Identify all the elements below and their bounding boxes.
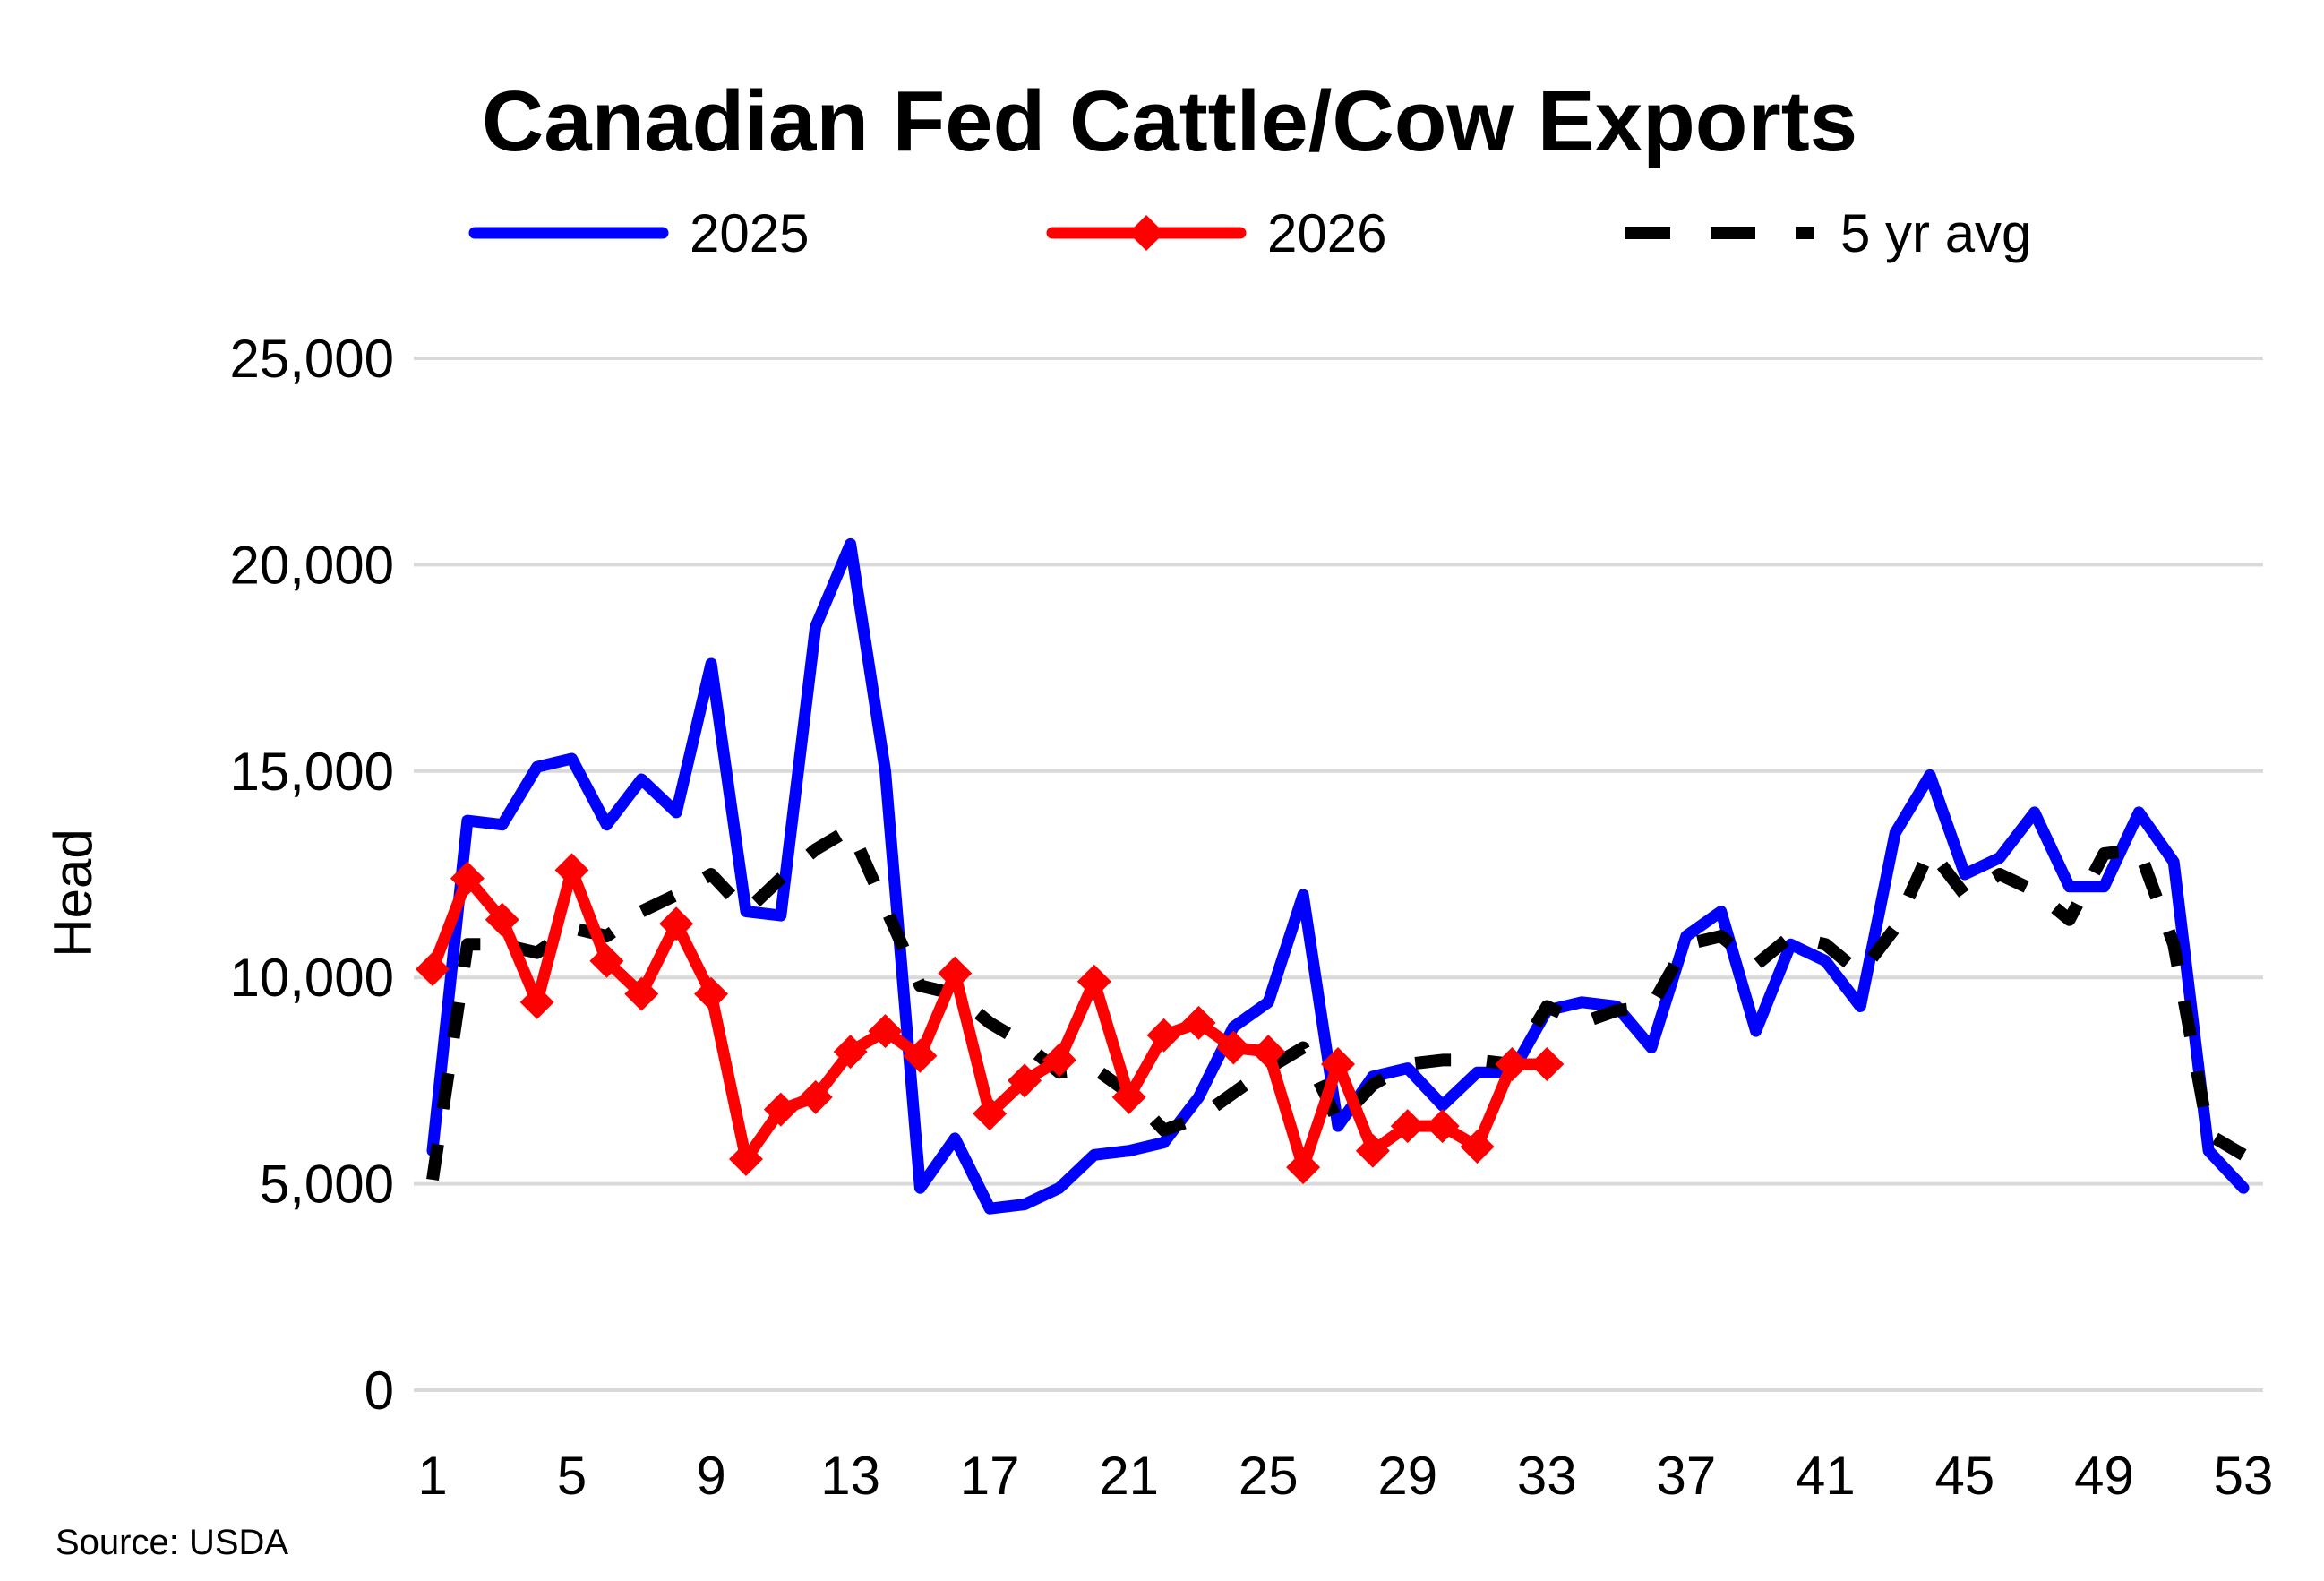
data-point-marker xyxy=(1008,1063,1042,1098)
data-point-marker xyxy=(1042,1043,1076,1078)
data-point-marker xyxy=(763,1092,798,1127)
y-tick-label: 10,000 xyxy=(229,948,394,1008)
x-tick-label: 1 xyxy=(417,1446,447,1506)
data-point-marker xyxy=(1355,1133,1390,1168)
y-tick-label: 25,000 xyxy=(229,329,394,389)
data-point-marker xyxy=(1286,1150,1321,1185)
data-point-marker xyxy=(798,1079,833,1114)
data-point-marker xyxy=(624,976,659,1011)
y-axis-label: Head xyxy=(43,829,103,957)
series-line xyxy=(426,537,2250,1215)
data-point-marker xyxy=(1495,1046,1530,1081)
source-note: Source: USDA xyxy=(56,1523,288,1562)
x-tick-label: 33 xyxy=(1517,1446,1577,1506)
series-2026 xyxy=(416,853,1565,1185)
series-2025 xyxy=(426,537,2250,1215)
x-tick-label: 9 xyxy=(696,1446,725,1506)
x-tick-label: 5 xyxy=(557,1446,587,1506)
x-tick-label: 45 xyxy=(1935,1446,1995,1506)
legend: 2025 2026 5 yr avg xyxy=(468,203,2031,263)
data-point-marker xyxy=(1146,1018,1181,1053)
data-point-marker xyxy=(1425,1109,1460,1144)
x-tick-label: 49 xyxy=(2074,1446,2134,1506)
series-layer xyxy=(416,537,2250,1215)
y-tick-label: 20,000 xyxy=(229,535,394,595)
y-axis-ticks: 0 5,000 10,000 15,000 20,000 25,000 xyxy=(229,329,394,1421)
x-tick-label: 37 xyxy=(1656,1446,1716,1506)
data-point-marker xyxy=(1321,1046,1355,1081)
legend-marker xyxy=(1128,215,1164,251)
data-point-marker xyxy=(1216,1030,1251,1065)
data-point-marker xyxy=(833,1035,868,1070)
x-tick-label: 25 xyxy=(1239,1446,1299,1506)
data-point-marker xyxy=(1076,964,1111,999)
legend-label: 2026 xyxy=(1267,203,1386,263)
data-point-marker xyxy=(1181,1005,1216,1040)
legend-item: 2025 xyxy=(468,203,809,263)
data-point-marker xyxy=(903,1038,938,1073)
x-tick-label: 21 xyxy=(1099,1446,1159,1506)
data-point-marker xyxy=(1390,1109,1425,1144)
x-tick-label: 53 xyxy=(2214,1446,2274,1506)
x-tick-label: 41 xyxy=(1796,1446,1856,1506)
data-point-marker xyxy=(1111,1079,1146,1114)
data-point-marker xyxy=(1460,1130,1495,1164)
data-point-marker xyxy=(659,906,694,941)
legend-item: 2026 xyxy=(1046,203,1386,263)
data-point-marker xyxy=(450,861,485,896)
data-point-marker xyxy=(589,943,624,978)
chart-title: Canadian Fed Cattle/Cow Exports xyxy=(482,73,1857,169)
legend-label: 2025 xyxy=(690,203,809,263)
data-point-marker xyxy=(485,902,519,937)
data-point-marker xyxy=(728,1141,763,1176)
gridlines xyxy=(414,357,2263,1392)
data-point-marker xyxy=(868,1014,903,1049)
y-tick-label: 5,000 xyxy=(260,1155,394,1215)
legend-item: 5 yr avg xyxy=(1625,203,2031,263)
data-point-marker xyxy=(416,951,450,986)
data-point-marker xyxy=(1530,1046,1565,1081)
legend-label: 5 yr avg xyxy=(1840,203,2031,263)
x-axis-ticks: 1 5 9 13 17 21 25 29 33 37 41 45 49 53 xyxy=(417,1446,2273,1506)
data-point-marker xyxy=(1251,1035,1286,1070)
y-tick-label: 15,000 xyxy=(229,742,394,802)
y-tick-label: 0 xyxy=(364,1361,394,1421)
data-point-marker xyxy=(519,984,554,1019)
data-point-marker xyxy=(554,853,589,888)
x-tick-label: 29 xyxy=(1377,1446,1437,1506)
data-point-marker xyxy=(694,976,729,1011)
data-point-marker xyxy=(938,956,973,991)
data-point-marker xyxy=(973,1096,1008,1131)
x-tick-label: 17 xyxy=(960,1446,1020,1506)
x-tick-label: 13 xyxy=(820,1446,880,1506)
